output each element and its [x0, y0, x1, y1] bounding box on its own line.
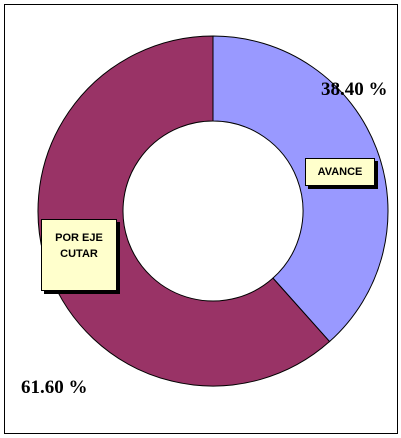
donut-slice — [212, 35, 389, 343]
chart-frame: 38.40 % 61.60 % AVANCE POR EJECUTAR — [4, 4, 398, 434]
data-label: 61.60 % — [21, 377, 88, 398]
chart: 38.40 % 61.60 % — [21, 35, 389, 398]
category-label: POR EJECUTAR — [41, 219, 117, 291]
category-label: AVANCE — [305, 158, 375, 186]
data-label: 38.40 % — [321, 79, 388, 100]
donut-slice — [37, 35, 331, 387]
